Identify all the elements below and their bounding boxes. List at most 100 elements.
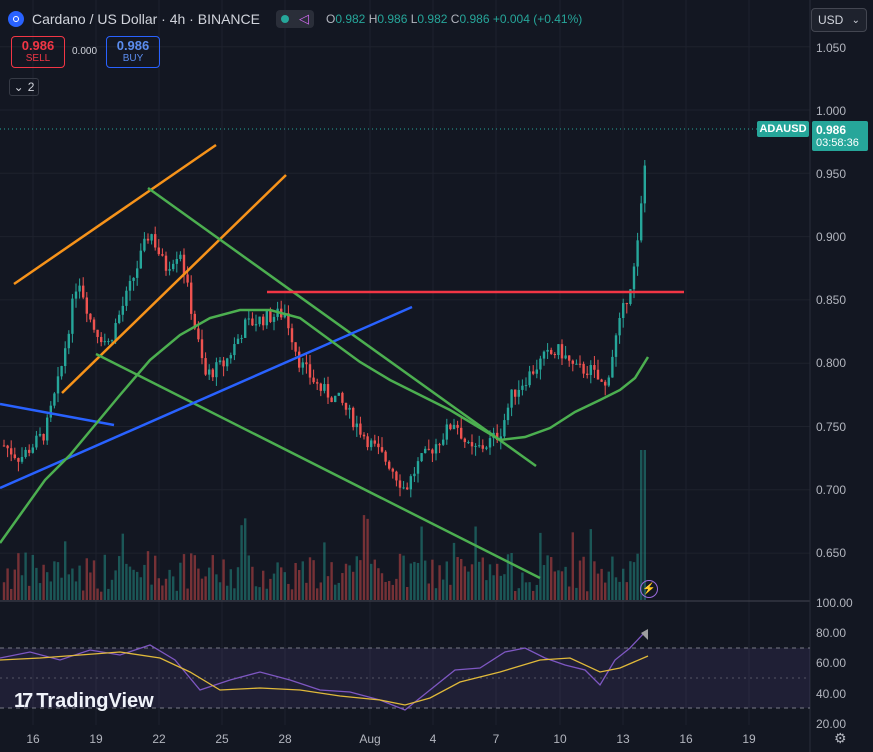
volume-bar <box>330 562 333 600</box>
candle-body <box>564 355 567 359</box>
volume-bar <box>614 577 618 600</box>
candle-body <box>406 487 409 490</box>
volume-bar <box>110 579 114 600</box>
volume-bar <box>218 582 222 600</box>
volume-bar <box>528 582 531 600</box>
volume-bar <box>215 574 218 600</box>
indicator-toggle-button[interactable]: ◁ <box>275 10 314 28</box>
candle-body <box>582 363 585 374</box>
candle-body <box>622 303 625 319</box>
candle-body <box>380 447 384 452</box>
currency-select[interactable]: USD ⌄ <box>811 8 867 32</box>
candle-body <box>424 448 427 454</box>
candle-body <box>539 358 542 370</box>
volume-bar <box>31 554 34 600</box>
symbol-header: Cardano / US Dollar · 4h · BINANCE ◁ O0.… <box>8 9 582 29</box>
candle-body <box>164 255 168 271</box>
candle-body <box>614 335 618 357</box>
candle-body <box>391 468 394 472</box>
candle-body <box>460 427 463 439</box>
candle-body <box>416 461 420 474</box>
candle-body <box>17 458 20 462</box>
volume-bar <box>49 581 52 600</box>
volume-bar <box>182 554 186 600</box>
time-axis-label: 7 <box>492 732 500 746</box>
rsi-axis-label: 40.00 <box>816 687 847 701</box>
candle-body <box>607 377 610 386</box>
candle-body <box>485 447 488 449</box>
volume-bar <box>100 591 103 600</box>
candle-body <box>143 238 146 251</box>
trendline-blue-short[interactable] <box>0 402 115 427</box>
trendline-green-lower[interactable] <box>95 352 541 580</box>
volume-bar <box>377 568 380 600</box>
rsi-axis-label: 20.00 <box>816 717 847 731</box>
candle-body <box>6 445 9 449</box>
volume-bar <box>229 569 232 600</box>
trendline-blue-support[interactable] <box>0 305 413 490</box>
time-axis-label: 16 <box>679 732 693 746</box>
volume-bar <box>632 562 636 600</box>
volume-bar <box>398 553 402 600</box>
volume-bar <box>334 584 337 600</box>
volume-bar <box>431 559 434 600</box>
volume-bar <box>240 525 243 600</box>
candle-body <box>103 341 106 343</box>
candle-body <box>542 351 546 359</box>
volume-bar <box>388 580 391 600</box>
buy-button[interactable]: 0.986 BUY <box>106 36 160 68</box>
candle-body <box>182 254 186 275</box>
last-price-value: 0.986 <box>816 123 847 137</box>
lightning-icon[interactable]: ⚡ <box>640 580 658 598</box>
volume-bar <box>283 572 286 600</box>
candle-body <box>114 323 117 341</box>
candle-body <box>593 365 596 370</box>
candle-body <box>82 285 85 298</box>
symbol-title[interactable]: Cardano / US Dollar · 4h · BINANCE <box>32 11 260 27</box>
indicators-collapse-button[interactable]: ⌄ 2 <box>9 78 39 96</box>
volume-bar <box>452 542 456 600</box>
tradingview-logo[interactable]: 17 TradingView <box>14 690 154 713</box>
volume-bar <box>2 582 6 600</box>
volume-bar <box>470 564 474 600</box>
volume-bar <box>442 579 445 600</box>
volume-bar <box>301 561 304 600</box>
volume-bar <box>326 576 330 600</box>
volume-bar <box>211 555 214 600</box>
volume-bar <box>172 576 175 600</box>
volume-bar <box>550 557 553 600</box>
candle-body <box>71 298 74 334</box>
candle-body <box>326 384 330 398</box>
candle-body <box>218 360 222 363</box>
trendline-orange-upper[interactable] <box>13 143 217 286</box>
sell-button[interactable]: 0.986 SELL <box>11 36 65 68</box>
volume-bar <box>168 569 171 600</box>
volume-bar <box>636 553 639 600</box>
gear-icon[interactable]: ⚙ <box>834 730 847 746</box>
volume-bar <box>604 582 607 600</box>
last-price-tag: 0.986 03:58:36 <box>812 121 868 151</box>
trendline-green-upper[interactable] <box>147 186 537 468</box>
volume-bar <box>200 578 204 600</box>
candle-body <box>20 456 24 462</box>
volume-bar <box>434 588 438 600</box>
candle-body <box>550 349 553 354</box>
candle-body <box>348 407 351 410</box>
candle-body <box>89 313 92 320</box>
volume-bar <box>103 554 106 600</box>
candle-body <box>175 258 178 264</box>
candle-body <box>452 424 456 430</box>
candle-body <box>254 324 258 326</box>
price-axis-label: 0.700 <box>816 483 847 497</box>
volume-bar <box>373 559 376 600</box>
spread-value: 0.000 <box>72 46 98 57</box>
volume-bar <box>539 532 542 600</box>
volume-bar <box>24 552 27 600</box>
volume-bar <box>496 563 499 600</box>
candle-body <box>467 442 470 444</box>
candle-body <box>157 247 160 255</box>
volume-bar <box>244 518 247 600</box>
volume-bar <box>506 554 510 600</box>
candle-body <box>557 344 560 356</box>
